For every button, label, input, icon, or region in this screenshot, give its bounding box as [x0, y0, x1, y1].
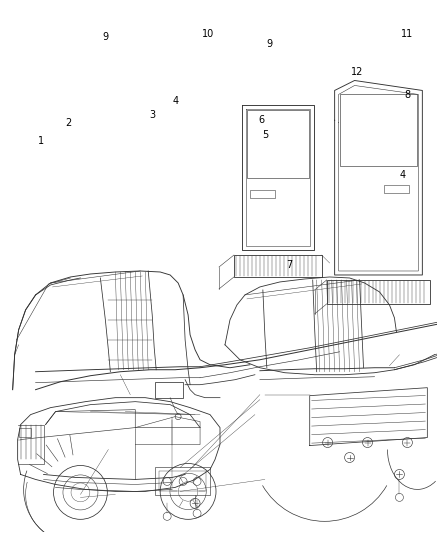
- Text: 8: 8: [404, 91, 410, 100]
- Bar: [19, 427, 31, 437]
- Text: 3: 3: [149, 110, 155, 120]
- Bar: [234, 255, 321, 277]
- Text: 9: 9: [267, 38, 273, 49]
- Bar: [327, 280, 430, 304]
- Text: 12: 12: [351, 67, 364, 77]
- Text: 4: 4: [399, 170, 406, 180]
- Bar: [339, 94, 417, 166]
- Bar: [159, 472, 206, 491]
- Bar: [155, 382, 183, 398]
- Bar: [250, 190, 275, 198]
- Text: 5: 5: [262, 131, 268, 140]
- Text: 1: 1: [38, 136, 44, 147]
- Text: 6: 6: [259, 115, 265, 125]
- Text: 7: 7: [286, 260, 293, 270]
- Text: 4: 4: [172, 96, 178, 107]
- Text: 9: 9: [102, 31, 109, 42]
- Bar: [155, 467, 210, 495]
- Text: 11: 11: [401, 29, 413, 38]
- Bar: [385, 185, 410, 193]
- Text: 10: 10: [202, 29, 214, 38]
- Bar: [247, 110, 309, 178]
- Text: 2: 2: [65, 118, 71, 128]
